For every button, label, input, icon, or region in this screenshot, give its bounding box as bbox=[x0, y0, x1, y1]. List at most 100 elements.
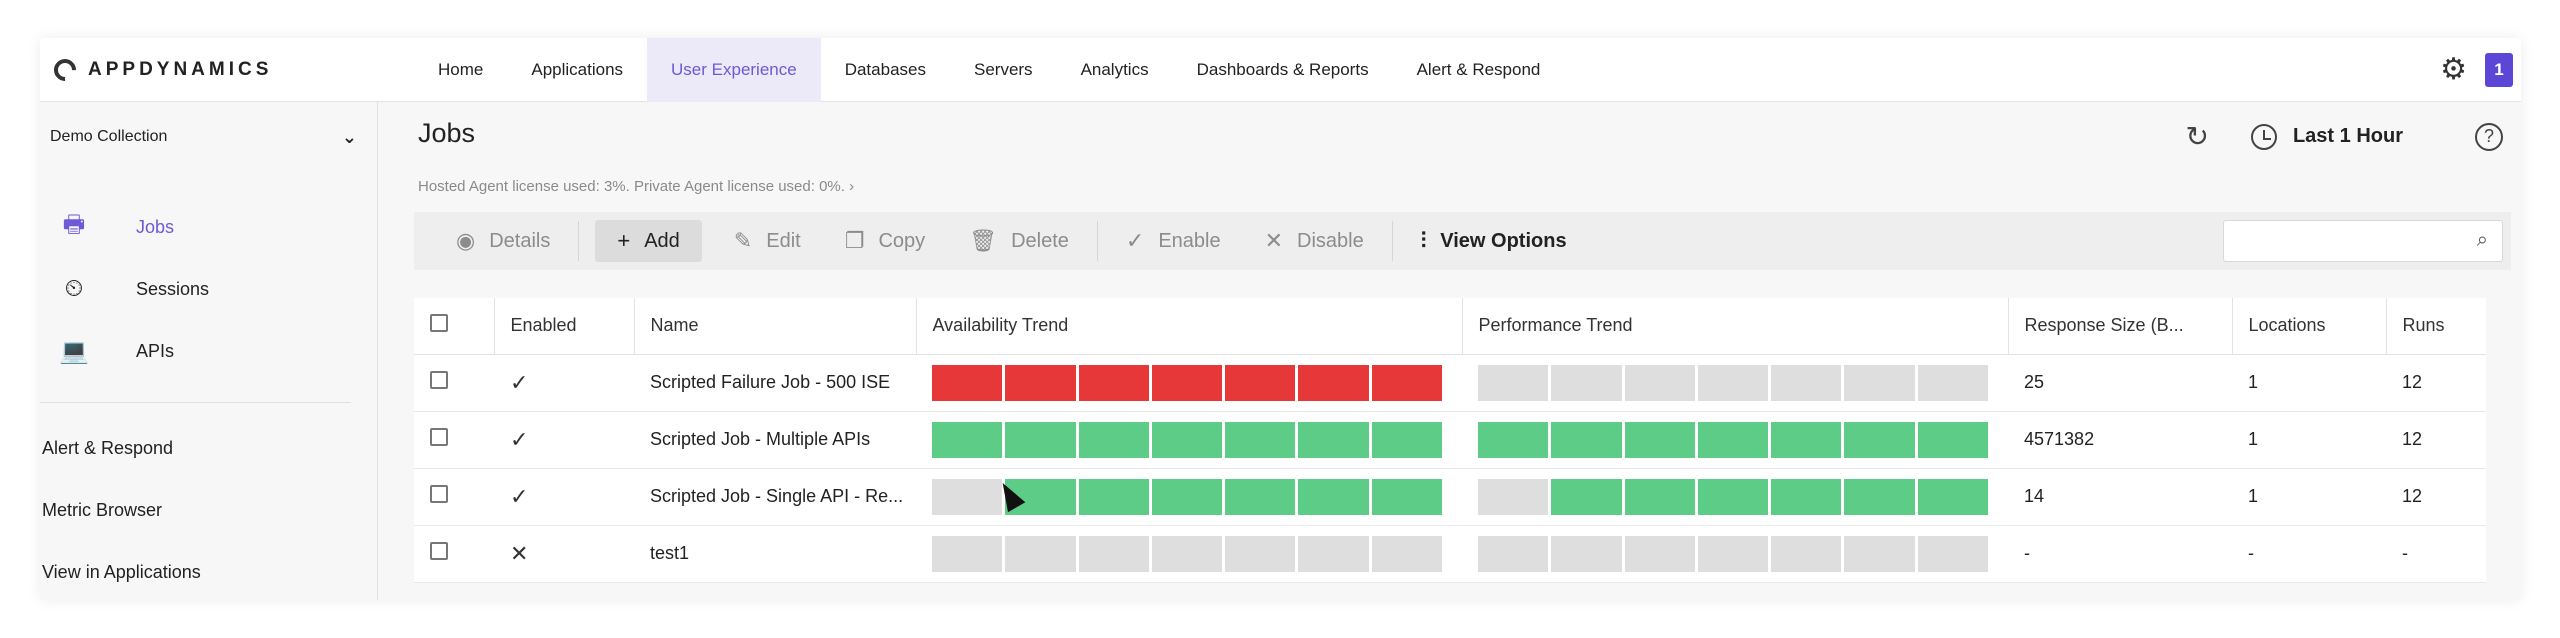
add-button[interactable]: + Add bbox=[595, 220, 702, 262]
copy-label: Copy bbox=[878, 229, 926, 252]
performance-cell bbox=[1462, 411, 2008, 469]
sidebar-item-label: APIs bbox=[136, 340, 175, 361]
performance-trend-bar-segment bbox=[1624, 364, 1695, 401]
performance-cell bbox=[1462, 468, 2008, 526]
sidebar-item-apis[interactable]: 💻 APIs bbox=[40, 320, 351, 382]
nav-item-alert-respond[interactable]: Alert & Respond bbox=[1416, 59, 1541, 79]
sidebar-item-sessions[interactable]: ⏲ Sessions bbox=[40, 258, 351, 320]
sidebar-item-jobs[interactable]: 🖶 Jobs bbox=[40, 196, 351, 258]
toolbar-divider bbox=[1391, 221, 1393, 261]
availability-trend-bar-segment bbox=[1005, 535, 1076, 572]
performance-trend-bar-segment bbox=[1771, 421, 1842, 458]
row-checkbox[interactable] bbox=[430, 428, 448, 446]
delete-button[interactable]: 🗑 Delete bbox=[947, 220, 1091, 262]
performance-trend-bar-segment bbox=[1917, 364, 1988, 401]
table-row[interactable]: ✕ test1- - - bbox=[414, 525, 2486, 583]
name-cell[interactable]: test1 bbox=[634, 525, 916, 583]
response-size-cell: 14 bbox=[2008, 468, 2232, 526]
search-input[interactable]: ⌕ bbox=[2223, 220, 2503, 262]
availability-cell bbox=[916, 411, 1462, 469]
availability-trend-bar-segment bbox=[932, 364, 1003, 401]
name-cell[interactable]: Scripted Failure Job - 500 ISE bbox=[634, 354, 916, 412]
nav-item-dashboards-reports[interactable]: Dashboards & Reports bbox=[1196, 59, 1369, 79]
logo[interactable]: APPDYNAMICS bbox=[49, 53, 414, 86]
sidebar-link-metric-browser[interactable]: Metric Browser bbox=[42, 499, 163, 520]
select-all-checkbox[interactable] bbox=[430, 314, 448, 333]
availability-trend-bar-segment bbox=[1078, 478, 1149, 515]
table-row[interactable]: ✓ Scripted Failure Job - 500 ISE 25 1 12 bbox=[414, 354, 2486, 412]
availability-trend-bar-segment bbox=[932, 421, 1003, 458]
nav-item-applications[interactable]: Applications bbox=[531, 59, 624, 79]
table-row[interactable]: ✓ Scripted Job - Multiple APIs 4571382 1 12 bbox=[414, 411, 2486, 469]
availability-trend-bar-segment bbox=[1371, 535, 1442, 572]
collection-selector[interactable]: Demo Collection ⌄ bbox=[40, 102, 377, 172]
time-range-selector[interactable]: Last 1 Hour bbox=[2292, 125, 2403, 147]
help-icon[interactable]: ? bbox=[2475, 122, 2503, 151]
runs-cell: 12 bbox=[2386, 468, 2486, 526]
table-header-row: Enabled Name Availability Trend Performa… bbox=[414, 298, 2486, 355]
availability-trend-bar-segment bbox=[1371, 421, 1442, 458]
row-checkbox[interactable] bbox=[430, 485, 448, 503]
view-options-button[interactable]: ⫶ View Options bbox=[1399, 220, 1589, 262]
row-select-cell bbox=[414, 411, 494, 469]
license-info[interactable]: Hosted Agent license used: 3%. Private A… bbox=[418, 178, 854, 195]
column-header-response-size[interactable]: Response Size (B... bbox=[2008, 298, 2233, 355]
availability-trend-bar-segment bbox=[1078, 364, 1149, 401]
select-all-header bbox=[414, 298, 495, 355]
column-header-performance-trend[interactable]: Performance Trend bbox=[1462, 298, 2009, 355]
nav-item-user-experience[interactable]: User Experience bbox=[647, 38, 821, 102]
performance-trend-bar-segment bbox=[1478, 535, 1549, 572]
availability-trend-bar-segment bbox=[1005, 478, 1076, 515]
view-options-label: View Options bbox=[1440, 229, 1567, 252]
disable-button[interactable]: ✕ Disable bbox=[1243, 220, 1386, 262]
column-header-name[interactable]: Name bbox=[634, 298, 917, 355]
eye-icon: ◉ bbox=[456, 228, 476, 253]
enabled-cell: ✓ bbox=[494, 354, 634, 412]
refresh-icon[interactable]: ↻ bbox=[2185, 121, 2209, 152]
performance-trend-bar-segment bbox=[1551, 535, 1622, 572]
column-header-runs[interactable]: Runs bbox=[2386, 298, 2486, 355]
response-size-cell: - bbox=[2008, 525, 2232, 583]
nav-item-databases[interactable]: Databases bbox=[844, 59, 926, 79]
nav-item-home[interactable]: Home bbox=[438, 59, 484, 79]
performance-trend-bar-segment bbox=[1551, 478, 1622, 515]
nav-item-analytics[interactable]: Analytics bbox=[1080, 59, 1149, 79]
name-cell[interactable]: Scripted Job - Single API - Re... bbox=[634, 468, 916, 526]
runs-cell: - bbox=[2386, 525, 2486, 583]
performance-trend-bar-segment bbox=[1771, 364, 1842, 401]
availability-trend-bar-segment bbox=[1298, 421, 1369, 458]
enable-button[interactable]: ✓ Enable bbox=[1104, 220, 1243, 262]
performance-trend-bar-segment bbox=[1697, 421, 1769, 458]
availability-trend-bar bbox=[932, 421, 1442, 458]
nav-item-servers[interactable]: Servers bbox=[973, 59, 1033, 79]
availability-cell bbox=[916, 525, 1462, 583]
availability-trend-bar-segment bbox=[1225, 421, 1296, 458]
availability-trend-bar-segment bbox=[1225, 478, 1296, 515]
performance-trend-bar bbox=[1478, 478, 1988, 515]
row-select-cell bbox=[414, 354, 494, 412]
column-header-enabled[interactable]: Enabled bbox=[494, 298, 635, 355]
clock-icon[interactable] bbox=[2250, 123, 2277, 150]
name-cell[interactable]: Scripted Job - Multiple APIs bbox=[634, 411, 916, 469]
edit-button[interactable]: ✎ Edit bbox=[712, 220, 823, 262]
column-header-availability-trend[interactable]: Availability Trend bbox=[916, 298, 1463, 355]
performance-trend-bar-segment bbox=[1917, 478, 1988, 515]
row-checkbox[interactable] bbox=[430, 371, 448, 389]
table-row[interactable]: ✓ Scripted Job - Single API - Re... 14 1 12 bbox=[414, 468, 2486, 526]
availability-trend-bar-segment bbox=[932, 535, 1003, 572]
response-size-cell: 4571382 bbox=[2008, 411, 2232, 469]
gear-icon[interactable]: ⚙ bbox=[2440, 52, 2467, 86]
sidebar-link-view-in-applications[interactable]: View in Applications bbox=[42, 561, 201, 582]
notification-badge[interactable]: 1 bbox=[2485, 52, 2513, 87]
row-checkbox[interactable] bbox=[430, 542, 448, 560]
close-icon: ✕ bbox=[1264, 228, 1284, 253]
performance-trend-bar bbox=[1478, 364, 1988, 401]
sidebar-link-alert-respond[interactable]: Alert & Respond bbox=[42, 437, 174, 458]
disable-label: Disable bbox=[1297, 229, 1364, 252]
column-header-locations[interactable]: Locations bbox=[2232, 298, 2387, 355]
availability-trend-bar bbox=[932, 535, 1442, 572]
performance-trend-bar-segment bbox=[1697, 535, 1769, 572]
details-button[interactable]: ◉ Details bbox=[434, 220, 572, 262]
copy-button[interactable]: ❐ Copy bbox=[823, 220, 947, 262]
check-icon: ✓ bbox=[1125, 228, 1145, 253]
